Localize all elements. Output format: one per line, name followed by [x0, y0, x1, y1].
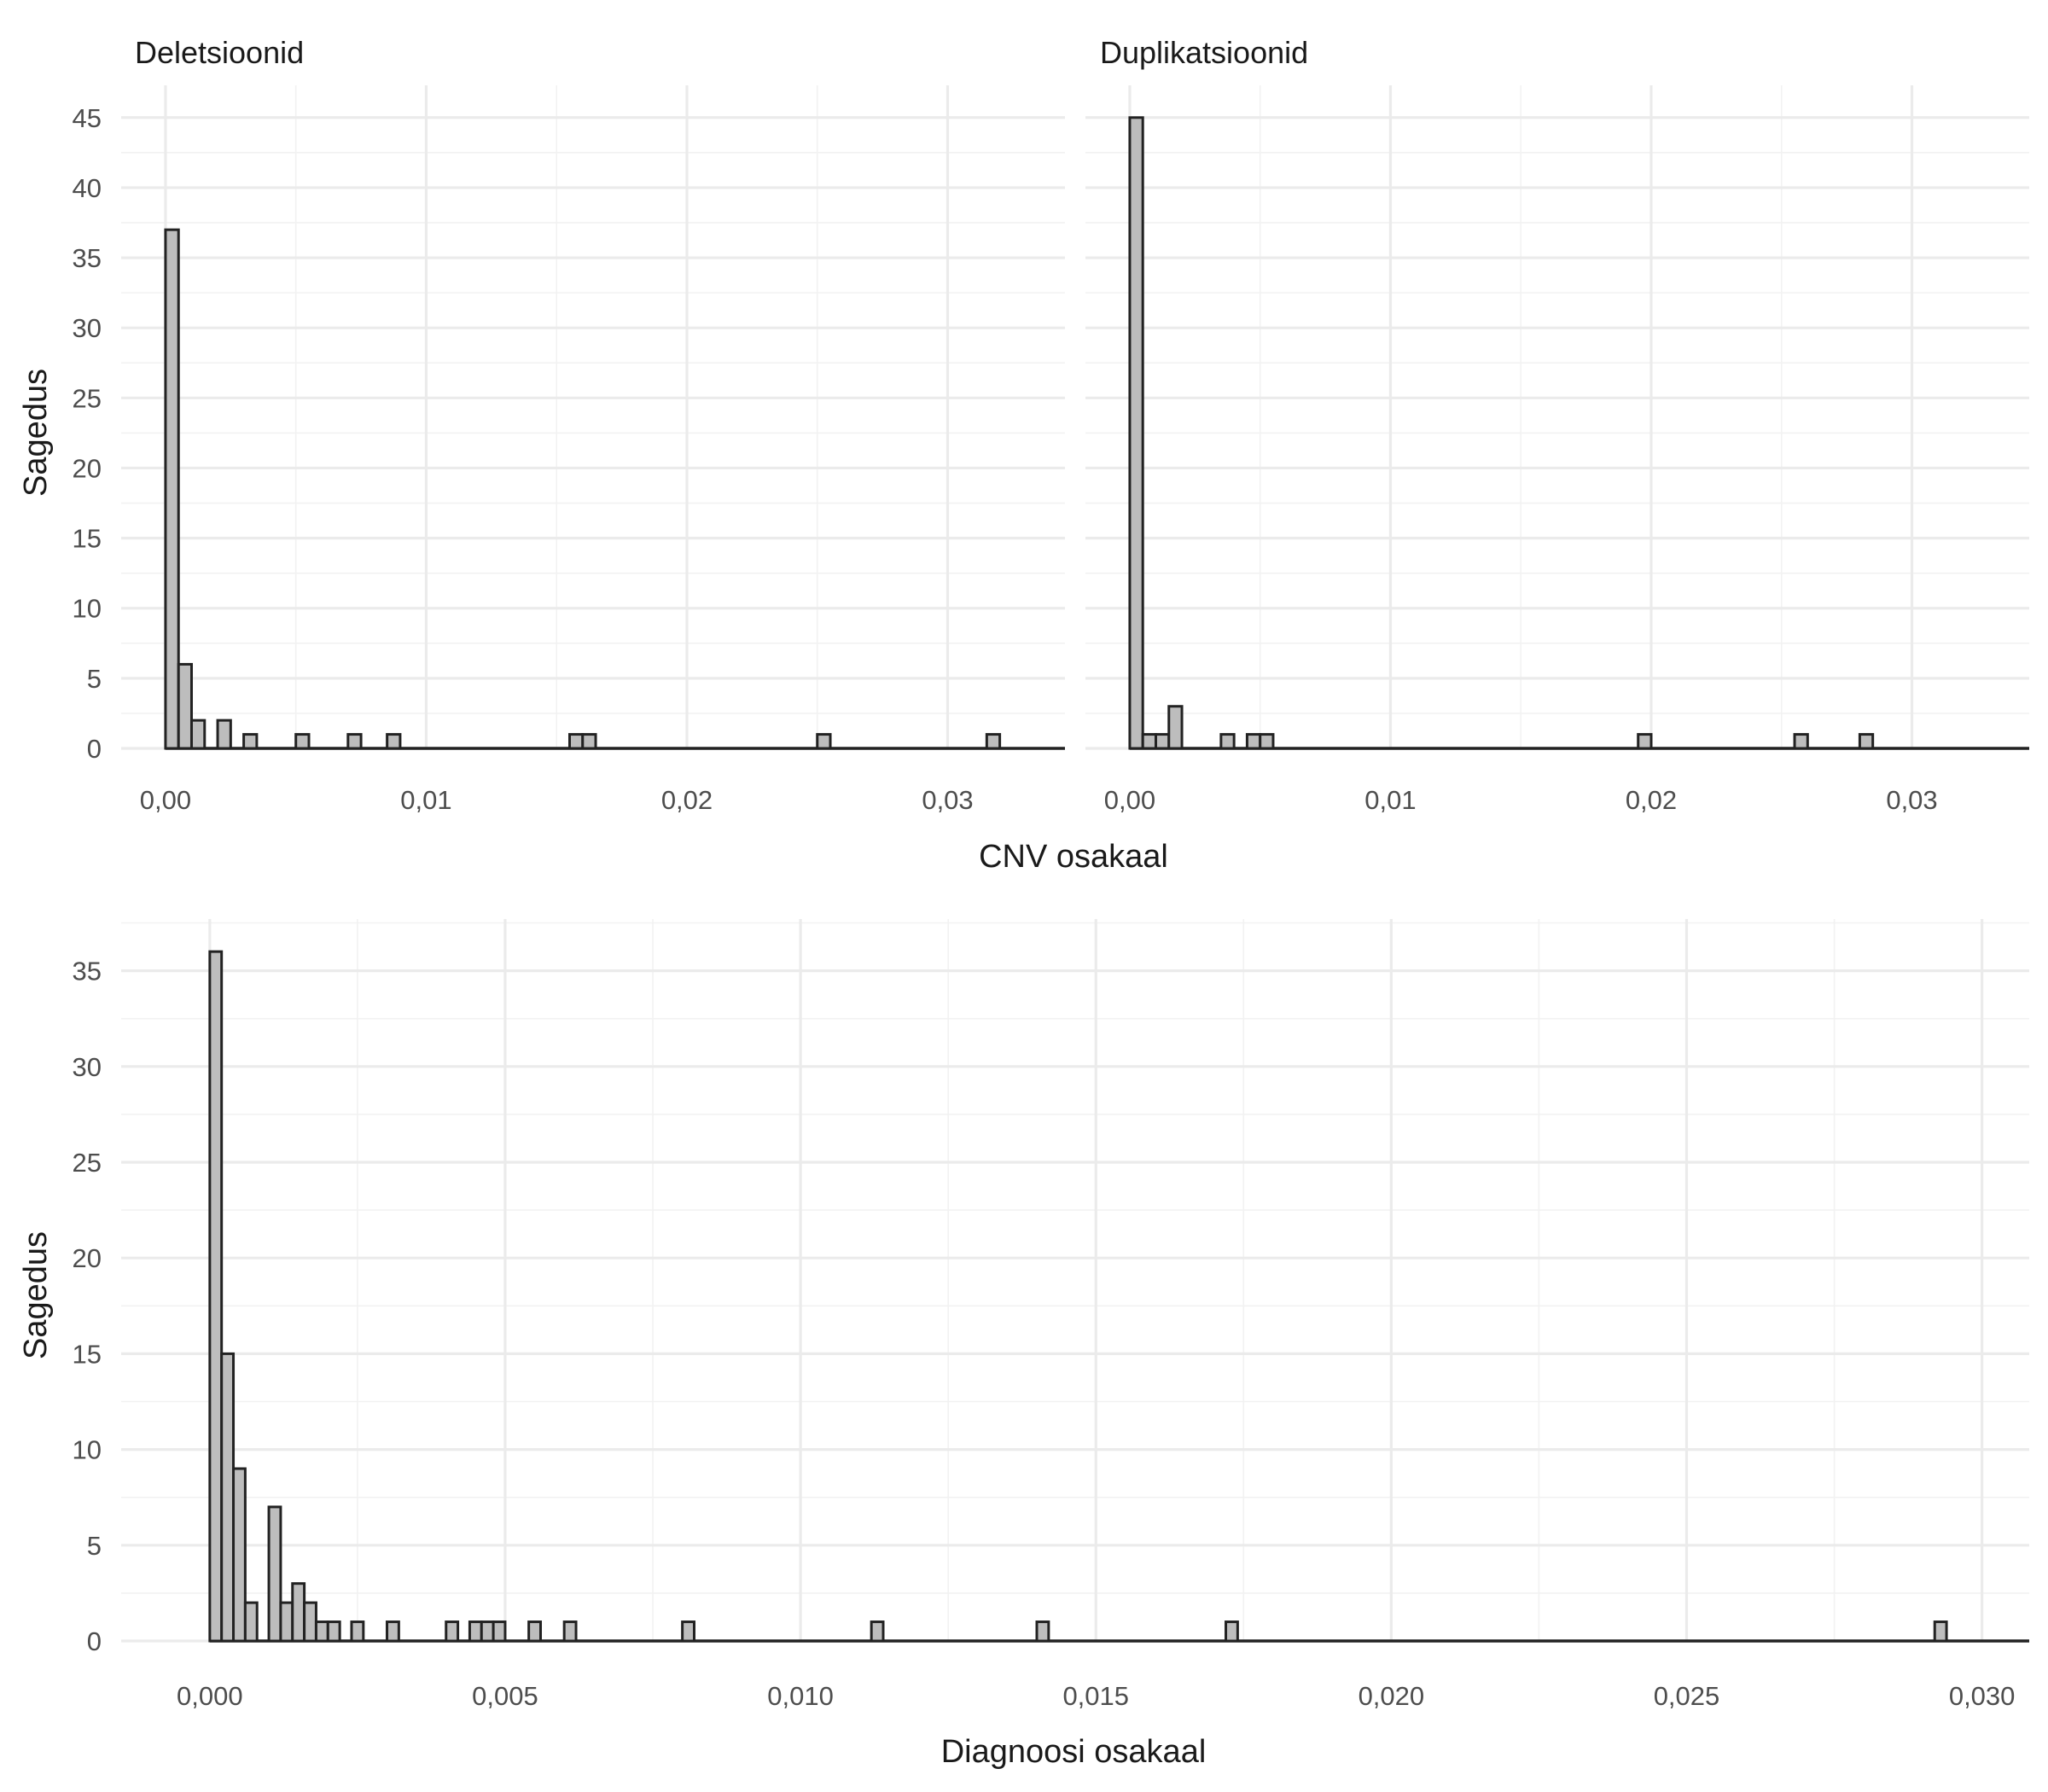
x-tick-label: 0,03: [922, 785, 973, 815]
histogram-bar: [293, 1584, 305, 1641]
histogram-bar: [1226, 1622, 1238, 1641]
x-tick-label: 0,03: [1886, 785, 1937, 815]
histogram-bar: [1859, 735, 1872, 748]
panel-deletions-title: Deletsioonid: [135, 35, 304, 70]
histogram-bar: [1221, 735, 1234, 748]
histogram-bar: [1260, 735, 1273, 748]
top-x-axis-title: CNV osakaal: [979, 839, 1168, 875]
histogram-bar: [281, 1603, 293, 1641]
x-tick-label: 0,02: [1626, 785, 1677, 815]
x-tick-label: 0,020: [1359, 1681, 1425, 1711]
histogram-bar: [570, 735, 583, 748]
histogram-bar: [269, 1507, 281, 1641]
x-tick-label: 0,00: [140, 785, 191, 815]
histogram-bar: [316, 1622, 328, 1641]
x-tick-label: 0,025: [1654, 1681, 1720, 1711]
x-tick-label: 0,015: [1062, 1681, 1129, 1711]
histogram-bar: [1037, 1622, 1049, 1641]
histogram-bar: [218, 720, 230, 748]
panel-deletions: 0 5 10 15 20 25 30 35 40 45 0,00 0,01 0,02 0,03: [73, 85, 1065, 815]
y-tick-label: 15: [73, 524, 102, 554]
y-tick-label: 10: [73, 1435, 102, 1465]
y-tick-label: 45: [73, 103, 102, 133]
y-tick-label: 15: [73, 1339, 102, 1369]
x-tick-label: 0,01: [400, 785, 451, 815]
histogram-bar: [1169, 707, 1182, 748]
histogram-bar: [305, 1603, 317, 1641]
x-tick-label: 0,005: [472, 1681, 538, 1711]
histogram-bar: [1795, 735, 1807, 748]
y-tick-label: 25: [73, 383, 102, 413]
y-tick-label: 10: [73, 594, 102, 624]
histogram-bar: [244, 735, 257, 748]
histogram-bar: [1143, 735, 1155, 748]
y-tick-label: 30: [73, 1052, 102, 1082]
top-y-axis-title: Sagedus: [18, 369, 54, 497]
histogram-bar: [529, 1622, 541, 1641]
histogram-bar: [683, 1622, 695, 1641]
histogram-bar: [234, 1469, 246, 1641]
y-tick-label: 5: [87, 1531, 102, 1561]
histogram-bar: [481, 1622, 493, 1641]
histogram-bar: [352, 1622, 364, 1641]
histogram-bar: [871, 1622, 883, 1641]
histogram-bar: [1935, 1622, 1946, 1641]
y-tick-label: 25: [73, 1148, 102, 1178]
histogram-bar: [210, 951, 222, 1641]
histogram-bar: [1130, 118, 1143, 748]
histogram-bar: [166, 230, 178, 748]
histogram-bar: [245, 1603, 257, 1641]
x-tick-label: 0,000: [177, 1681, 243, 1711]
bottom-x-axis-title: Diagnoosi osakaal: [941, 1734, 1207, 1770]
y-tick-label: 20: [73, 453, 102, 483]
y-tick-label: 35: [73, 243, 102, 273]
histogram-bar: [564, 1622, 576, 1641]
histogram-bar: [817, 735, 830, 748]
x-tick-label: 0,00: [1104, 785, 1155, 815]
y-tick-label: 0: [87, 734, 102, 764]
histogram-bar: [446, 1622, 458, 1641]
y-tick-label: 40: [73, 173, 102, 203]
histogram-bar: [469, 1622, 481, 1641]
y-tick-label: 35: [73, 957, 102, 986]
histogram-bar: [222, 1353, 234, 1641]
histogram-bar: [1638, 735, 1651, 748]
panel-duplications-title: Duplikatsioonid: [1100, 35, 1308, 70]
histogram-bar: [583, 735, 596, 748]
x-tick-label: 0,01: [1364, 785, 1416, 815]
histogram-bar: [493, 1622, 505, 1641]
histogram-bar: [387, 1622, 399, 1641]
bottom-y-axis-title: Sagedus: [18, 1231, 54, 1359]
y-tick-label: 0: [87, 1626, 102, 1656]
x-tick-label: 0,010: [767, 1681, 834, 1711]
histogram-bar: [387, 735, 400, 748]
y-tick-label: 20: [73, 1243, 102, 1273]
histogram-bar: [328, 1622, 340, 1641]
histogram-bar: [1155, 735, 1168, 748]
y-tick-label: 30: [73, 313, 102, 343]
histogram-bar: [191, 720, 204, 748]
histogram-bar: [348, 735, 361, 748]
histogram-bar: [1247, 735, 1260, 748]
histogram-bar: [296, 735, 309, 748]
histogram-bar: [178, 664, 191, 748]
histogram-bar: [986, 735, 999, 748]
x-tick-label: 0,02: [661, 785, 713, 815]
x-tick-label: 0,030: [1949, 1681, 2016, 1711]
panel-duplications: 0,00 0,01 0,02 0,03: [1085, 85, 2029, 815]
panel-diagnosis: 0 5 10 15 20 25 30 35 0,000 0,005 0,010 0,015 0,020 0…: [73, 919, 2029, 1711]
y-tick-label: 5: [87, 664, 102, 694]
